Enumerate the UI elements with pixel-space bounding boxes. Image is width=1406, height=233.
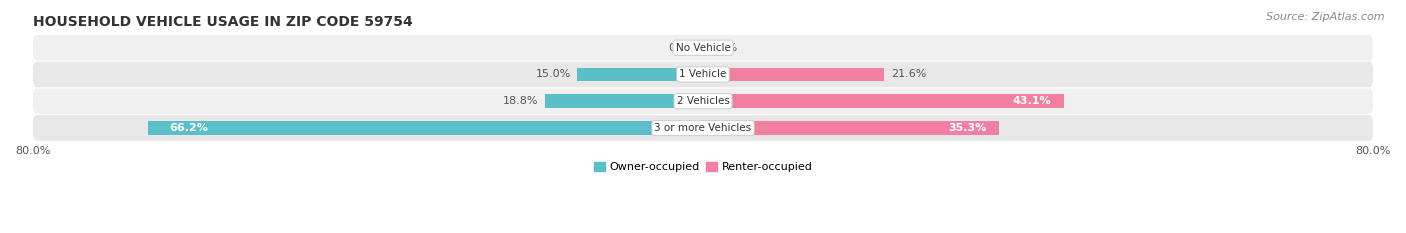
Bar	[578, 68, 703, 82]
Text: 66.2%: 66.2%	[169, 123, 208, 133]
Text: 1 Vehicle: 1 Vehicle	[679, 69, 727, 79]
FancyBboxPatch shape	[32, 88, 1374, 114]
Bar	[703, 68, 884, 82]
Text: 35.3%: 35.3%	[948, 123, 986, 133]
Text: HOUSEHOLD VEHICLE USAGE IN ZIP CODE 59754: HOUSEHOLD VEHICLE USAGE IN ZIP CODE 5975…	[32, 15, 412, 29]
Bar	[703, 94, 1064, 108]
Text: Source: ZipAtlas.com: Source: ZipAtlas.com	[1267, 12, 1385, 22]
Bar	[546, 94, 703, 108]
FancyBboxPatch shape	[32, 62, 1374, 87]
Text: No Vehicle: No Vehicle	[675, 43, 731, 53]
Text: 0.0%: 0.0%	[668, 43, 696, 53]
Bar	[148, 121, 703, 135]
Bar	[703, 121, 998, 135]
FancyBboxPatch shape	[32, 115, 1374, 141]
FancyBboxPatch shape	[32, 35, 1374, 61]
Text: 18.8%: 18.8%	[503, 96, 538, 106]
Legend: Owner-occupied, Renter-occupied: Owner-occupied, Renter-occupied	[589, 157, 817, 177]
Text: 3 or more Vehicles: 3 or more Vehicles	[654, 123, 752, 133]
Text: 43.1%: 43.1%	[1012, 96, 1052, 106]
Text: 2 Vehicles: 2 Vehicles	[676, 96, 730, 106]
Text: 15.0%: 15.0%	[536, 69, 571, 79]
Text: 0.0%: 0.0%	[710, 43, 738, 53]
Text: 21.6%: 21.6%	[890, 69, 927, 79]
